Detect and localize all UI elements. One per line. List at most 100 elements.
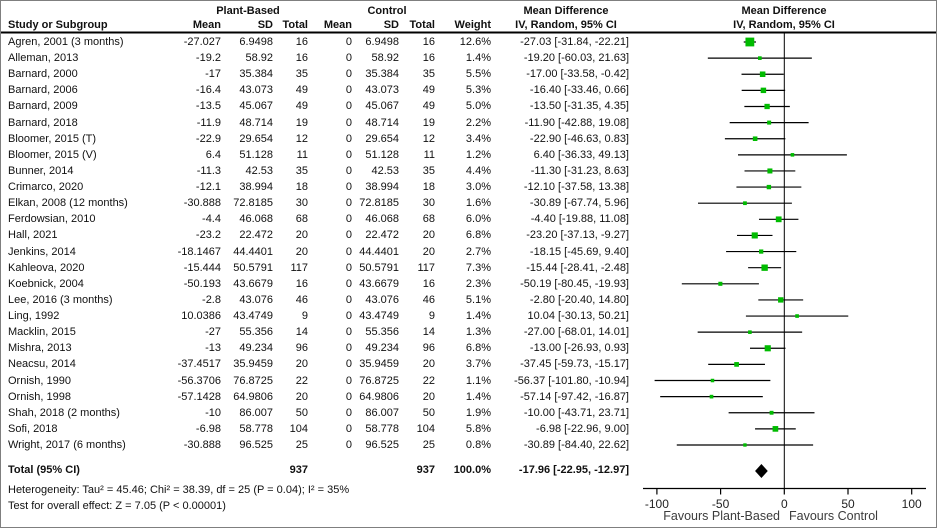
point-estimate-square: [759, 71, 766, 78]
pb-total-value: 49: [295, 100, 308, 113]
table-row: Ornish, 1998 -57.1428 64.9806 20 0 64.98…: [1, 389, 661, 405]
pb-mean-value: -10: [205, 406, 221, 419]
md-ci-value: -11.90 [-42.88, 19.08]: [524, 116, 629, 129]
ctrl-sd-value: 58.92: [371, 52, 399, 65]
study-label: Barnard, 2018: [8, 116, 78, 129]
pb-total-value: 16: [295, 52, 308, 65]
md-ci-value: -11.30 [-31.23, 8.63]: [530, 164, 629, 177]
ctrl-sd-value: 96.525: [365, 439, 399, 451]
table-row: Mishra, 2013 -13 49.234 96 0 49.234 96 6…: [1, 340, 661, 356]
ctrl-total-value: 49: [422, 84, 435, 97]
ctrl-sd-value: 72.8185: [359, 197, 399, 210]
ctrl-mean-value: 0: [345, 132, 352, 145]
md-ci-value: -56.37 [-101.80, -10.94]: [514, 374, 629, 387]
ctrl-mean-value: 0: [345, 310, 352, 323]
ctrl-sd-value: 43.073: [365, 84, 399, 97]
ctrl-sd-value: 44.4401: [359, 245, 399, 258]
ctrl-sd-value: 6.9498: [365, 36, 399, 48]
weight-value: 6.8%: [465, 342, 491, 355]
pb-total-value: 9: [301, 310, 308, 323]
point-estimate-square: [790, 153, 795, 157]
point-estimate-square: [752, 136, 758, 142]
ctrl-total-value: 20: [422, 358, 435, 371]
md-ci-value: -57.14 [-97.42, -16.87]: [520, 390, 629, 403]
pb-total-value: 20: [295, 390, 308, 403]
overall-effect-note: Test for overall effect: Z = 7.05 (P < 0…: [8, 500, 226, 512]
col-header-sd-ctrl: SD: [383, 19, 399, 31]
pb-sd-value: 43.076: [239, 293, 273, 306]
ctrl-sd-value: 22.472: [365, 229, 399, 242]
ctrl-mean-value: 0: [345, 181, 352, 194]
pb-total-value: 16: [295, 36, 308, 48]
study-label: Hall, 2021: [8, 229, 58, 242]
ctrl-mean-value: 0: [345, 197, 352, 210]
table-row: Agren, 2001 (3 months) -27.027 6.9498 16…: [1, 34, 661, 50]
ctrl-sd-value: 46.068: [365, 213, 399, 226]
study-label: Barnard, 2009: [8, 100, 78, 113]
study-label: Bloomer, 2015 (T): [8, 132, 97, 145]
pb-sd-value: 35.384: [239, 68, 273, 81]
weight-value: 5.8%: [465, 422, 491, 435]
axis-tick-label: 100: [902, 497, 922, 511]
ctrl-mean-value: 0: [345, 326, 352, 339]
study-label: Bunner, 2014: [8, 164, 74, 177]
ctrl-mean-value: 0: [345, 358, 352, 371]
pb-mean-value: -12.1: [195, 181, 221, 194]
ctrl-sd-value: 50.5791: [359, 261, 399, 274]
md-ci-value: -23.20 [-37.13, -9.27]: [526, 229, 629, 242]
ctrl-total-value: 22: [422, 374, 435, 387]
point-estimate-square: [764, 345, 771, 352]
pb-total-value: 49: [295, 84, 308, 97]
point-estimate-square: [795, 314, 799, 318]
ctrl-total-value: 96: [422, 342, 435, 355]
pb-sd-value: 49.234: [239, 342, 273, 355]
md-ci-value: -37.45 [-59.73, -15.17]: [520, 358, 629, 371]
weight-value: 6.0%: [465, 213, 491, 226]
ctrl-mean-value: 0: [345, 229, 352, 242]
pb-sd-value: 50.5791: [233, 261, 273, 274]
pb-mean-value: -30.888: [183, 197, 221, 210]
study-label: Sofi, 2018: [8, 422, 58, 435]
ctrl-total-value: 35: [422, 164, 435, 177]
pb-sd-value: 43.6679: [233, 277, 273, 290]
pb-mean-value: -27: [205, 326, 221, 339]
pb-mean-value: -23.2: [195, 229, 221, 242]
ctrl-sd-value: 29.654: [365, 132, 399, 145]
md-ci-value: -30.89 [-84.40, 22.62]: [523, 439, 629, 451]
group-header-control: Control: [367, 5, 407, 17]
ctrl-total-value: 16: [422, 277, 435, 290]
pb-sd-value: 86.007: [239, 406, 273, 419]
ctrl-sd-value: 42.53: [371, 164, 399, 177]
study-label: Neacsu, 2014: [8, 358, 76, 371]
weight-value: 3.4%: [465, 132, 491, 145]
weight-value: 1.1%: [465, 374, 491, 387]
study-label: Ornish, 1990: [8, 374, 71, 387]
study-label: Shah, 2018 (2 months): [8, 406, 120, 419]
ctrl-sd-value: 58.778: [365, 422, 399, 435]
pb-mean-value: -30.888: [183, 439, 221, 451]
md-ci-value: -13.00 [-26.93, 0.93]: [529, 342, 629, 355]
point-estimate-square: [778, 297, 784, 303]
md-ci-value: -10.00 [-43.71, 23.71]: [523, 406, 629, 419]
ctrl-total-value: 68: [422, 213, 435, 226]
ctrl-mean-value: 0: [345, 245, 352, 258]
favours-right-label: Favours Control: [789, 509, 878, 523]
table-row: Kahleova, 2020 -15.444 50.5791 117 0 50.…: [1, 260, 661, 276]
table-row: Koebnick, 2004 -50.193 43.6679 16 0 43.6…: [1, 276, 661, 292]
table-row: Barnard, 2009 -13.5 45.067 49 0 45.067 4…: [1, 98, 661, 114]
md-plot-column-title: Mean Difference: [741, 5, 827, 17]
table-row: Crimarco, 2020 -12.1 38.994 18 0 38.994 …: [1, 179, 661, 195]
table-row: Lee, 2016 (3 months) -2.8 43.076 46 0 43…: [1, 292, 661, 308]
ctrl-total-value: 11: [423, 148, 435, 161]
pb-mean-value: -37.4517: [177, 358, 221, 371]
weight-value: 2.2%: [465, 116, 491, 129]
ctrl-mean-value: 0: [345, 261, 352, 274]
pb-mean-value: -27.027: [183, 36, 221, 48]
ctrl-total-value: 46: [422, 293, 435, 306]
pb-total-value: 46: [295, 293, 308, 306]
study-label: Crimarco, 2020: [8, 181, 84, 194]
col-header-study: Study or Subgroup: [8, 19, 108, 31]
pb-sd-value: 58.778: [239, 422, 273, 435]
pb-total-value: 50: [295, 406, 308, 419]
table-row: Jenkins, 2014 -18.1467 44.4401 20 0 44.4…: [1, 244, 661, 260]
